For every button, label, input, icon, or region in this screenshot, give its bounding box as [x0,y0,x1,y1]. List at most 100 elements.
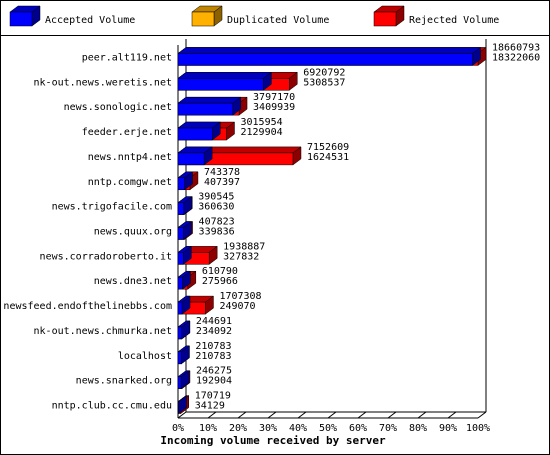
legend-label: Duplicated Volume [227,15,329,26]
legend-item [191,5,223,27]
y-tick-label: nk-out.news.chmurka.net [34,326,172,337]
x-tick-label: 30% [259,423,277,434]
bar-accepted [177,370,190,390]
bar-accepted [177,146,213,166]
x-tick-label: 10% [199,423,217,434]
bar-front [177,78,264,91]
x-tick [417,411,427,419]
y-tick-label: news.trigofacile.com [52,202,172,213]
bar-top [177,72,273,79]
value-label: 610790 [202,266,238,277]
value-label: 170719 [195,391,231,402]
value-label: 743378 [204,167,240,178]
bar-accepted [177,270,192,290]
y-tick-label: news.sonologic.net [64,102,172,113]
y-tick-label: newsfeed.endofthelinebbs.com [3,301,172,312]
y-tick-label: localhost [118,351,172,362]
value-label: 3409939 [253,102,295,113]
y-tick-label: news.nntp4.net [88,152,172,163]
bar-accepted [177,395,188,415]
x-tick [357,411,367,419]
legend-item [9,5,41,27]
bar-accepted [177,320,191,340]
y-tick-label: nntp.comgw.net [88,177,172,188]
bar-front [177,53,473,66]
legend-item [373,5,405,27]
value-label: 18322060 [492,52,540,63]
x-tick [477,411,487,419]
y-tick-label: feeder.erje.net [82,127,172,138]
bar-front [177,401,179,414]
value-label: 244691 [196,316,232,327]
y-tick-label: news.dne3.net [94,276,172,287]
value-label: 2129904 [240,127,282,138]
value-label: 18660793 [492,42,540,53]
y-tick-label: peer.alt119.net [82,52,172,63]
bar-front [177,152,205,166]
bar-accepted [177,171,194,191]
value-label: 6920792 [303,67,345,78]
value-label: 7152609 [307,142,349,153]
bar-accepted [177,221,193,240]
y-tick-label: news.quux.org [94,227,172,238]
value-label: 192904 [196,376,232,387]
legend-label: Accepted Volume [45,15,135,26]
x-tick-label: 50% [319,423,337,434]
x-tick-label: 70% [379,423,397,434]
bar-accepted [177,295,191,315]
x-tick-label: 0% [172,423,184,434]
bar-front [9,11,33,27]
value-label: 360630 [198,202,234,213]
bar-accepted [177,71,273,91]
value-label: 3797170 [253,92,295,103]
value-label: 1938887 [223,241,265,252]
x-tick [297,411,307,419]
value-label: 1624531 [307,152,349,163]
value-label: 407823 [199,217,235,228]
value-label: 327832 [223,251,259,262]
bar-accepted [177,245,193,265]
value-label: 1707308 [219,291,261,302]
x-tick [237,411,247,419]
x-tick-label: 60% [349,423,367,434]
value-label: 210783 [195,341,231,352]
x-tick [327,411,337,419]
x-tick-label: 80% [409,423,427,434]
value-label: 275966 [202,276,238,287]
bar-front [177,127,213,141]
bar-accepted [177,345,191,365]
x-axis-label: Incoming volume received by server [160,434,386,447]
legend-label: Rejected Volume [409,15,499,26]
x-tick [447,411,457,419]
bar-front [177,202,185,215]
value-label: 339836 [199,227,235,238]
bar-accepted [177,196,193,216]
value-label: 390545 [198,192,234,203]
y-tick-label: news.corradoroberto.it [40,251,172,262]
x-tick-label: 90% [439,423,457,434]
x-tick [177,411,187,419]
bar-accepted [177,121,221,141]
x-tick-label: 40% [289,423,307,434]
bar-front [373,11,397,27]
bar-front [177,376,182,389]
bar-front [177,276,183,290]
x-tick [267,411,277,419]
y-tick-label: nk-out.news.weretis.net [34,77,172,88]
value-label: 5308537 [303,77,345,88]
bar-accepted [177,46,482,66]
value-label: 210783 [195,351,231,362]
bar-front [177,102,234,116]
x-tick-label: 20% [229,423,247,434]
value-label: 34129 [195,401,225,412]
bar-front [177,227,184,240]
y-tick-label: nntp.club.cc.cmu.edu [52,401,172,412]
bar-front [177,326,183,340]
bar-front [177,252,184,265]
y-tick-label: news.snarked.org [76,376,172,387]
bar-front [177,351,182,365]
value-label: 246275 [196,366,232,377]
bar-front [177,177,185,191]
value-label: 407397 [204,177,240,188]
